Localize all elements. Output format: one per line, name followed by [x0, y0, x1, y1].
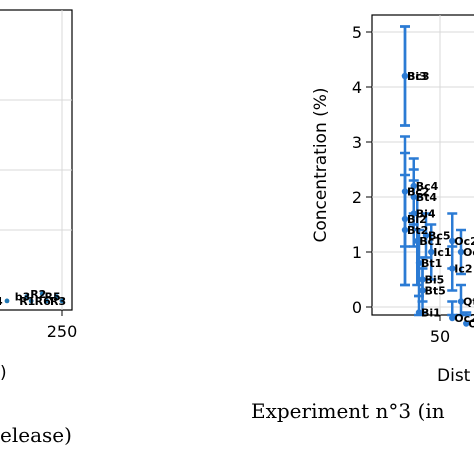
data-point	[449, 237, 456, 245]
data-point	[410, 210, 417, 217]
left-plot-frame	[0, 9, 73, 311]
point-label: Bi4	[416, 208, 436, 221]
data-point	[422, 232, 430, 239]
right-y-tick-label: 3	[352, 133, 362, 152]
right-y-ticks: 0 1 2 3 4 5	[352, 23, 372, 317]
data-point	[415, 259, 423, 267]
data-point	[415, 309, 423, 316]
right-y-tick-label: 4	[352, 78, 362, 97]
point-label: Bt1	[421, 257, 442, 270]
point-label: Bc5	[428, 230, 451, 243]
data-point	[463, 320, 470, 327]
data-point	[449, 314, 456, 322]
point-label: Oc2	[454, 312, 474, 325]
point-label: Bt2	[407, 224, 428, 237]
right-ylabel: Concentration (%)	[311, 87, 331, 242]
point-label: Qt	[463, 296, 474, 309]
point-label: R3	[50, 295, 66, 308]
point-label: Bi2	[407, 213, 427, 226]
right-y-tick-label: 1	[352, 243, 362, 262]
point-label: b3	[15, 291, 31, 304]
data-point	[419, 287, 426, 294]
point-label: Bc2	[407, 186, 430, 199]
right-y-tick-label: 0	[352, 298, 362, 317]
point-label: Ic2	[454, 263, 472, 276]
data-point	[428, 248, 435, 256]
right-caption-fragment: Experiment n°3 (in	[251, 399, 445, 423]
data-point	[39, 291, 45, 297]
point-label: Bt5	[425, 285, 446, 298]
point-label: R2	[30, 288, 46, 301]
point-label: R6	[35, 295, 51, 308]
left-xlabel-fragment: )	[0, 363, 7, 383]
data-point	[449, 265, 456, 272]
right-xlabel-fragment: Dist	[437, 366, 471, 386]
point-label: Bi3	[407, 70, 427, 83]
right-y-tick-label: 5	[352, 23, 362, 42]
data-point	[44, 298, 49, 304]
point-label: 4	[0, 295, 3, 308]
point-label: Oc	[463, 246, 474, 259]
left-x-tick-label: 250	[47, 322, 78, 341]
data-point	[59, 298, 65, 304]
data-point	[28, 298, 34, 304]
point-label: Ic1	[433, 246, 451, 259]
data-point	[54, 294, 59, 299]
point-label: R1	[19, 295, 35, 308]
point-label: Bc1	[419, 235, 442, 248]
point-label: Bc3	[407, 70, 430, 83]
left-caption-fragment: elease)	[0, 423, 72, 447]
point-label: Bc4	[416, 180, 439, 193]
data-point	[4, 298, 10, 304]
data-point	[401, 226, 409, 234]
data-point	[457, 298, 465, 305]
point-label: Bt4	[416, 191, 438, 204]
right-x-ticks: 50	[430, 315, 450, 346]
data-point	[24, 294, 30, 299]
data-point	[401, 72, 409, 80]
right-x-tick-label: 50	[430, 327, 450, 346]
point-label: Bi1	[421, 307, 441, 320]
point-label: Oi	[468, 318, 474, 331]
right-y-tick-label: 2	[352, 188, 362, 207]
left-marks: b3R2R54R1R6R3	[0, 288, 66, 308]
point-label: Bi5	[425, 274, 445, 287]
left-panel: b3R2R54R1R6R3 250 ) elease)	[0, 9, 78, 447]
data-point	[457, 248, 465, 256]
point-label: Oc2	[454, 235, 474, 248]
